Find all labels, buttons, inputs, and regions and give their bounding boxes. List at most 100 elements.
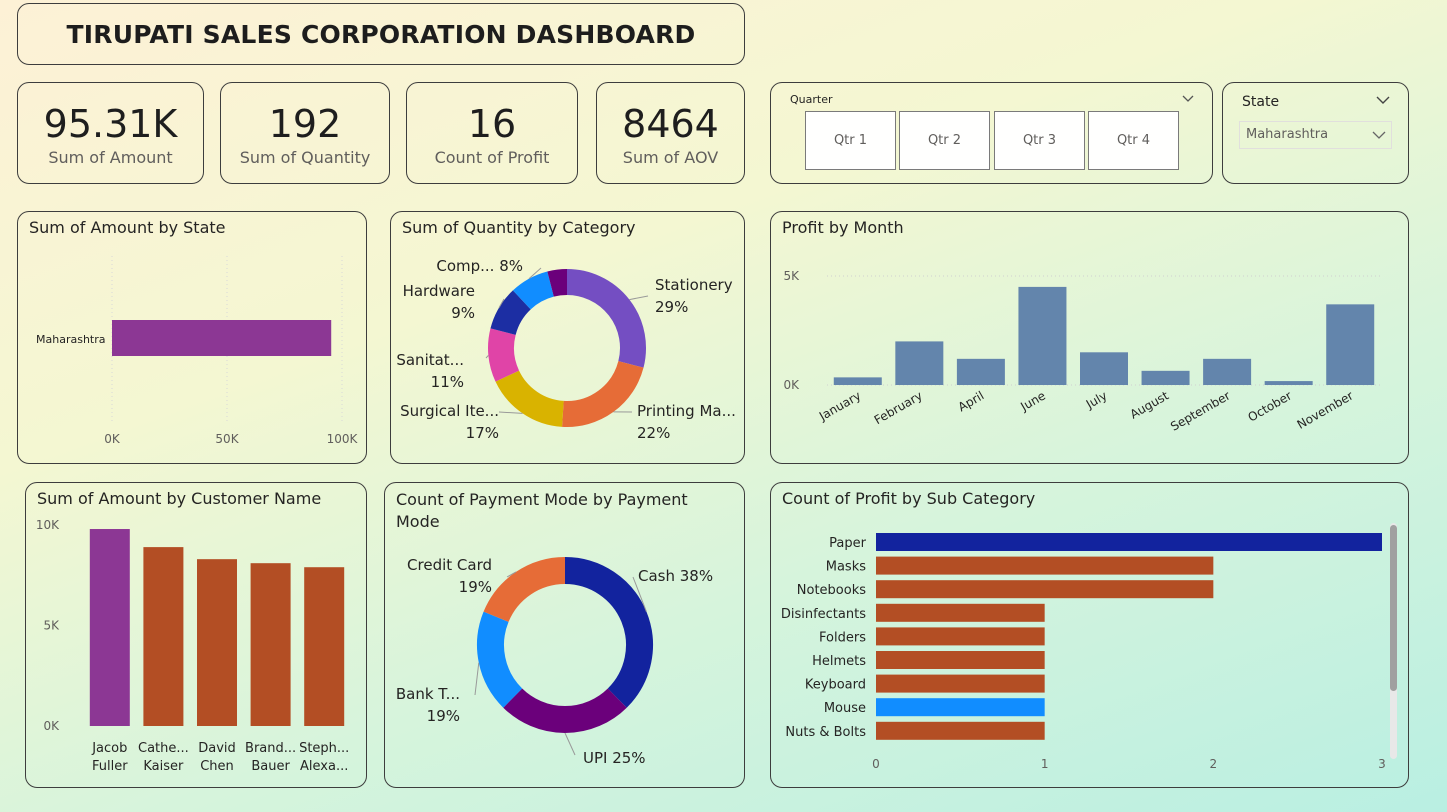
chart-title: Count of Profit by Sub Category bbox=[782, 489, 1036, 508]
x-tick-label: David bbox=[198, 741, 236, 756]
amount-by-state-svg: 0K 50K 100K Maharashtra bbox=[36, 256, 359, 446]
chevron-down-icon[interactable] bbox=[1376, 96, 1390, 105]
leader-line bbox=[506, 571, 517, 578]
leader-line bbox=[564, 732, 576, 756]
bar bbox=[1080, 352, 1128, 385]
scrollbar-thumb[interactable] bbox=[1390, 525, 1397, 691]
x-tick-label: Cathe... bbox=[138, 741, 189, 756]
leader-line bbox=[632, 576, 647, 612]
x-tick-label: 2 bbox=[1210, 757, 1218, 771]
x-tick-label: October bbox=[1246, 388, 1295, 424]
bar bbox=[895, 341, 944, 385]
profit-by-month-svg: 0K 5K January February April June July AugustSe… bbox=[783, 269, 1381, 434]
slice-percent: 9% bbox=[451, 304, 475, 322]
kpi-label: Sum of Amount bbox=[48, 148, 173, 167]
x-tick-label: Jacob bbox=[91, 741, 127, 756]
donut-slice bbox=[547, 269, 568, 297]
y-tick-label: 5K bbox=[783, 269, 800, 283]
slice-label: Stationery bbox=[655, 276, 733, 294]
quarter-option-qtr1[interactable]: Qtr 1 bbox=[805, 111, 896, 170]
bar bbox=[304, 567, 345, 726]
y-tick-label: 10K bbox=[36, 518, 60, 532]
x-tick-label: Kaiser bbox=[143, 759, 184, 774]
leader-line bbox=[629, 295, 649, 301]
quarter-option-qtr2[interactable]: Qtr 2 bbox=[899, 111, 990, 170]
slice-percent: 11% bbox=[431, 373, 464, 391]
quarter-option-qtr3[interactable]: Qtr 3 bbox=[994, 111, 1085, 170]
donut-slice bbox=[488, 328, 520, 382]
bar bbox=[876, 698, 1045, 717]
payment-mode-svg: Cash 38% UPI 25% Bank T... 19% Credit Card 19… bbox=[396, 556, 713, 767]
bar bbox=[1018, 286, 1067, 385]
category-label: Notebooks bbox=[797, 583, 866, 598]
chart-title: Sum of Amount by State bbox=[29, 218, 226, 237]
bar bbox=[1141, 370, 1190, 385]
bar bbox=[1326, 304, 1375, 385]
donut-slice bbox=[562, 360, 644, 427]
chevron-down-icon bbox=[1372, 131, 1386, 139]
category-label: Nuts & Bolts bbox=[785, 725, 866, 740]
chevron-down-icon[interactable] bbox=[1182, 95, 1194, 103]
kpi-value: 192 bbox=[268, 102, 342, 146]
x-tick-label: 100K bbox=[327, 432, 359, 446]
x-tick-label: September bbox=[1168, 388, 1232, 433]
slice-label: Bank T... bbox=[396, 685, 460, 703]
chart-amount-by-customer: Sum of Amount by Customer Name 0K 5K 10K Ja… bbox=[25, 482, 367, 788]
chart-quantity-by-category: Sum of Quantity by Category Stationery 29… bbox=[390, 211, 745, 464]
x-tick-label: 50K bbox=[215, 432, 239, 446]
slice-label: Printing Ma... bbox=[637, 402, 736, 420]
state-slicer: State Maharashtra bbox=[1222, 82, 1409, 184]
quantity-by-category-svg: Stationery 29% Printing Ma... 22% Surgical I… bbox=[396, 257, 736, 442]
slice-label: Hardware bbox=[403, 282, 475, 300]
kpi-value: 16 bbox=[467, 102, 517, 146]
slice-percent: 19% bbox=[427, 707, 460, 725]
quarter-option-qtr4[interactable]: Qtr 4 bbox=[1088, 111, 1179, 170]
chart-amount-by-state: Sum of Amount by State 0K 50K 100K Maharash… bbox=[17, 211, 367, 464]
leader-line bbox=[528, 267, 542, 280]
x-tick-label: 3 bbox=[1378, 757, 1386, 771]
bar bbox=[250, 563, 291, 726]
x-tick-label: Bauer bbox=[251, 759, 290, 774]
dashboard-title-box: TIRUPATI SALES CORPORATION DASHBOARD bbox=[17, 3, 745, 65]
leader-line bbox=[498, 298, 505, 309]
state-slicer-label: State bbox=[1242, 94, 1280, 110]
x-tick-label: February bbox=[872, 388, 925, 427]
category-label: Mouse bbox=[824, 701, 866, 716]
x-tick-label: Brand... bbox=[245, 741, 296, 756]
kpi-card-profit-count: 16 Count of Profit bbox=[406, 82, 578, 184]
donut-slice bbox=[503, 688, 627, 733]
x-tick-label: January bbox=[816, 388, 863, 423]
donut-slice bbox=[564, 557, 653, 708]
state-dropdown[interactable]: Maharashtra bbox=[1239, 121, 1392, 149]
category-label: Maharashtra bbox=[36, 333, 106, 346]
donut-slice bbox=[566, 269, 646, 368]
donut-slice bbox=[495, 370, 565, 427]
category-label: Keyboard bbox=[805, 678, 866, 693]
slice-percent: 19% bbox=[459, 578, 492, 596]
bar bbox=[876, 580, 1214, 599]
category-label: Masks bbox=[826, 560, 866, 575]
category-label: Folders bbox=[819, 630, 866, 645]
chart-title: Count of Payment Mode by Payment Mode bbox=[396, 490, 688, 531]
x-tick-label: 0 bbox=[872, 757, 880, 771]
donut-slice bbox=[477, 611, 523, 708]
bar bbox=[112, 320, 332, 356]
bar bbox=[876, 627, 1045, 646]
donut-slice bbox=[483, 557, 566, 623]
bar bbox=[876, 674, 1045, 693]
donut-slice bbox=[512, 271, 555, 310]
profit-by-subcategory-svg: 0 1 2 3 Paper Masks Notebooks Disinfectants Fold… bbox=[781, 533, 1386, 771]
bar bbox=[876, 603, 1045, 622]
slice-percent: 17% bbox=[466, 424, 499, 442]
kpi-value: 95.31K bbox=[43, 102, 178, 146]
kpi-value: 8464 bbox=[622, 102, 719, 146]
bar bbox=[197, 559, 237, 726]
bar bbox=[876, 721, 1045, 740]
bar bbox=[143, 547, 184, 726]
slice-percent: 22% bbox=[637, 424, 670, 442]
x-tick-label: Chen bbox=[200, 759, 234, 774]
bar bbox=[956, 358, 1005, 385]
slice-label: Sanitat... bbox=[396, 351, 464, 369]
x-tick-label: June bbox=[1017, 388, 1048, 414]
kpi-card-quantity: 192 Sum of Quantity bbox=[220, 82, 390, 184]
